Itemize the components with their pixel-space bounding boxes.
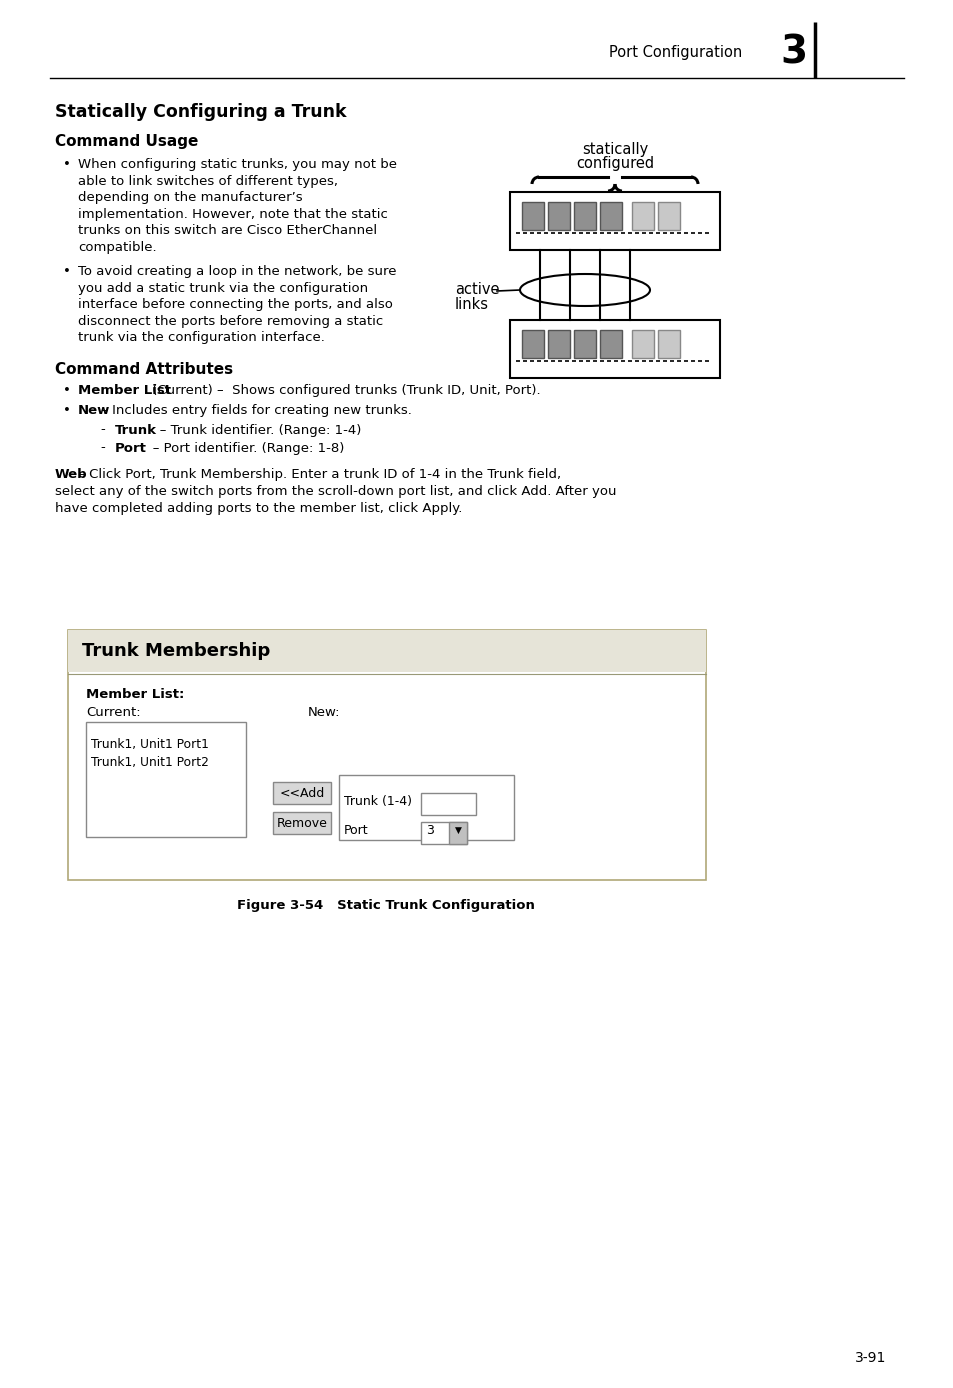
- FancyBboxPatch shape: [599, 330, 621, 358]
- Text: Current:: Current:: [86, 706, 140, 719]
- Text: Port: Port: [115, 441, 147, 454]
- FancyBboxPatch shape: [420, 822, 467, 844]
- FancyBboxPatch shape: [68, 630, 705, 880]
- FancyBboxPatch shape: [338, 775, 514, 840]
- Text: interface before connecting the ports, and also: interface before connecting the ports, a…: [78, 298, 393, 311]
- Text: Remove: Remove: [276, 816, 327, 830]
- Text: •: •: [63, 383, 71, 397]
- Text: – Includes entry fields for creating new trunks.: – Includes entry fields for creating new…: [97, 404, 412, 416]
- Text: Figure 3-54   Static Trunk Configuration: Figure 3-54 Static Trunk Configuration: [236, 899, 535, 912]
- Text: Trunk Membership: Trunk Membership: [82, 643, 270, 661]
- Text: – Port identifier. (Range: 1-8): – Port identifier. (Range: 1-8): [140, 441, 344, 454]
- Text: <<Add: <<Add: [279, 787, 324, 799]
- Text: able to link switches of different types,: able to link switches of different types…: [78, 175, 337, 187]
- Text: •: •: [63, 265, 71, 278]
- Text: you add a static trunk via the configuration: you add a static trunk via the configura…: [78, 282, 368, 294]
- Text: To avoid creating a loop in the network, be sure: To avoid creating a loop in the network,…: [78, 265, 396, 278]
- Text: trunk via the configuration interface.: trunk via the configuration interface.: [78, 330, 325, 344]
- Text: New: New: [78, 404, 111, 416]
- FancyBboxPatch shape: [599, 203, 621, 230]
- Text: When configuring static trunks, you may not be: When configuring static trunks, you may …: [78, 158, 396, 171]
- Text: Command Attributes: Command Attributes: [55, 361, 233, 376]
- FancyBboxPatch shape: [521, 330, 543, 358]
- Text: Trunk: Trunk: [115, 423, 157, 436]
- Text: •: •: [63, 158, 71, 171]
- Text: links: links: [455, 297, 489, 312]
- Text: 3: 3: [780, 33, 807, 71]
- Text: trunks on this switch are Cisco EtherChannel: trunks on this switch are Cisco EtherCha…: [78, 223, 376, 237]
- FancyBboxPatch shape: [521, 203, 543, 230]
- Text: – Trunk identifier. (Range: 1-4): – Trunk identifier. (Range: 1-4): [147, 423, 361, 436]
- FancyBboxPatch shape: [574, 330, 596, 358]
- Text: Trunk1, Unit1 Port1: Trunk1, Unit1 Port1: [91, 738, 209, 751]
- FancyBboxPatch shape: [420, 793, 476, 815]
- FancyBboxPatch shape: [68, 630, 705, 672]
- Text: ▼: ▼: [454, 826, 461, 834]
- Text: compatible.: compatible.: [78, 240, 156, 254]
- Text: New:: New:: [308, 706, 340, 719]
- Text: statically: statically: [581, 142, 647, 157]
- FancyBboxPatch shape: [547, 330, 569, 358]
- FancyBboxPatch shape: [86, 722, 246, 837]
- Text: – Click Port, Trunk Membership. Enter a trunk ID of 1-4 in the Trunk field,: – Click Port, Trunk Membership. Enter a …: [74, 468, 560, 480]
- Text: (Current) –  Shows configured trunks (Trunk ID, Unit, Port).: (Current) – Shows configured trunks (Tru…: [148, 383, 540, 397]
- FancyBboxPatch shape: [510, 321, 720, 378]
- FancyBboxPatch shape: [273, 781, 331, 804]
- Text: configured: configured: [576, 155, 654, 171]
- Text: Web: Web: [55, 468, 88, 480]
- Text: select any of the switch ports from the scroll-down port list, and click Add. Af: select any of the switch ports from the …: [55, 484, 616, 497]
- Ellipse shape: [519, 273, 649, 305]
- Text: 3-91: 3-91: [854, 1351, 885, 1364]
- Text: active: active: [455, 282, 499, 297]
- Text: implementation. However, note that the static: implementation. However, note that the s…: [78, 207, 388, 221]
- FancyBboxPatch shape: [658, 203, 679, 230]
- Text: Port Configuration: Port Configuration: [608, 44, 741, 60]
- Text: 3: 3: [426, 823, 434, 837]
- FancyBboxPatch shape: [631, 330, 654, 358]
- Text: have completed adding ports to the member list, click Apply.: have completed adding ports to the membe…: [55, 501, 462, 515]
- FancyBboxPatch shape: [547, 203, 569, 230]
- Text: Command Usage: Command Usage: [55, 135, 198, 149]
- Text: •: •: [63, 404, 71, 416]
- Text: depending on the manufacturer’s: depending on the manufacturer’s: [78, 192, 302, 204]
- FancyBboxPatch shape: [574, 203, 596, 230]
- Text: Trunk1, Unit1 Port2: Trunk1, Unit1 Port2: [91, 756, 209, 769]
- Text: Member List:: Member List:: [86, 688, 184, 701]
- Text: Statically Configuring a Trunk: Statically Configuring a Trunk: [55, 103, 346, 121]
- FancyBboxPatch shape: [273, 812, 331, 834]
- Text: Port: Port: [344, 823, 368, 837]
- FancyBboxPatch shape: [449, 822, 467, 844]
- FancyBboxPatch shape: [631, 203, 654, 230]
- Text: -: -: [100, 441, 105, 454]
- Text: Member List: Member List: [78, 383, 171, 397]
- FancyBboxPatch shape: [658, 330, 679, 358]
- FancyBboxPatch shape: [510, 192, 720, 250]
- Text: -: -: [100, 423, 105, 436]
- Text: disconnect the ports before removing a static: disconnect the ports before removing a s…: [78, 315, 383, 328]
- Text: Trunk (1-4): Trunk (1-4): [344, 794, 412, 808]
